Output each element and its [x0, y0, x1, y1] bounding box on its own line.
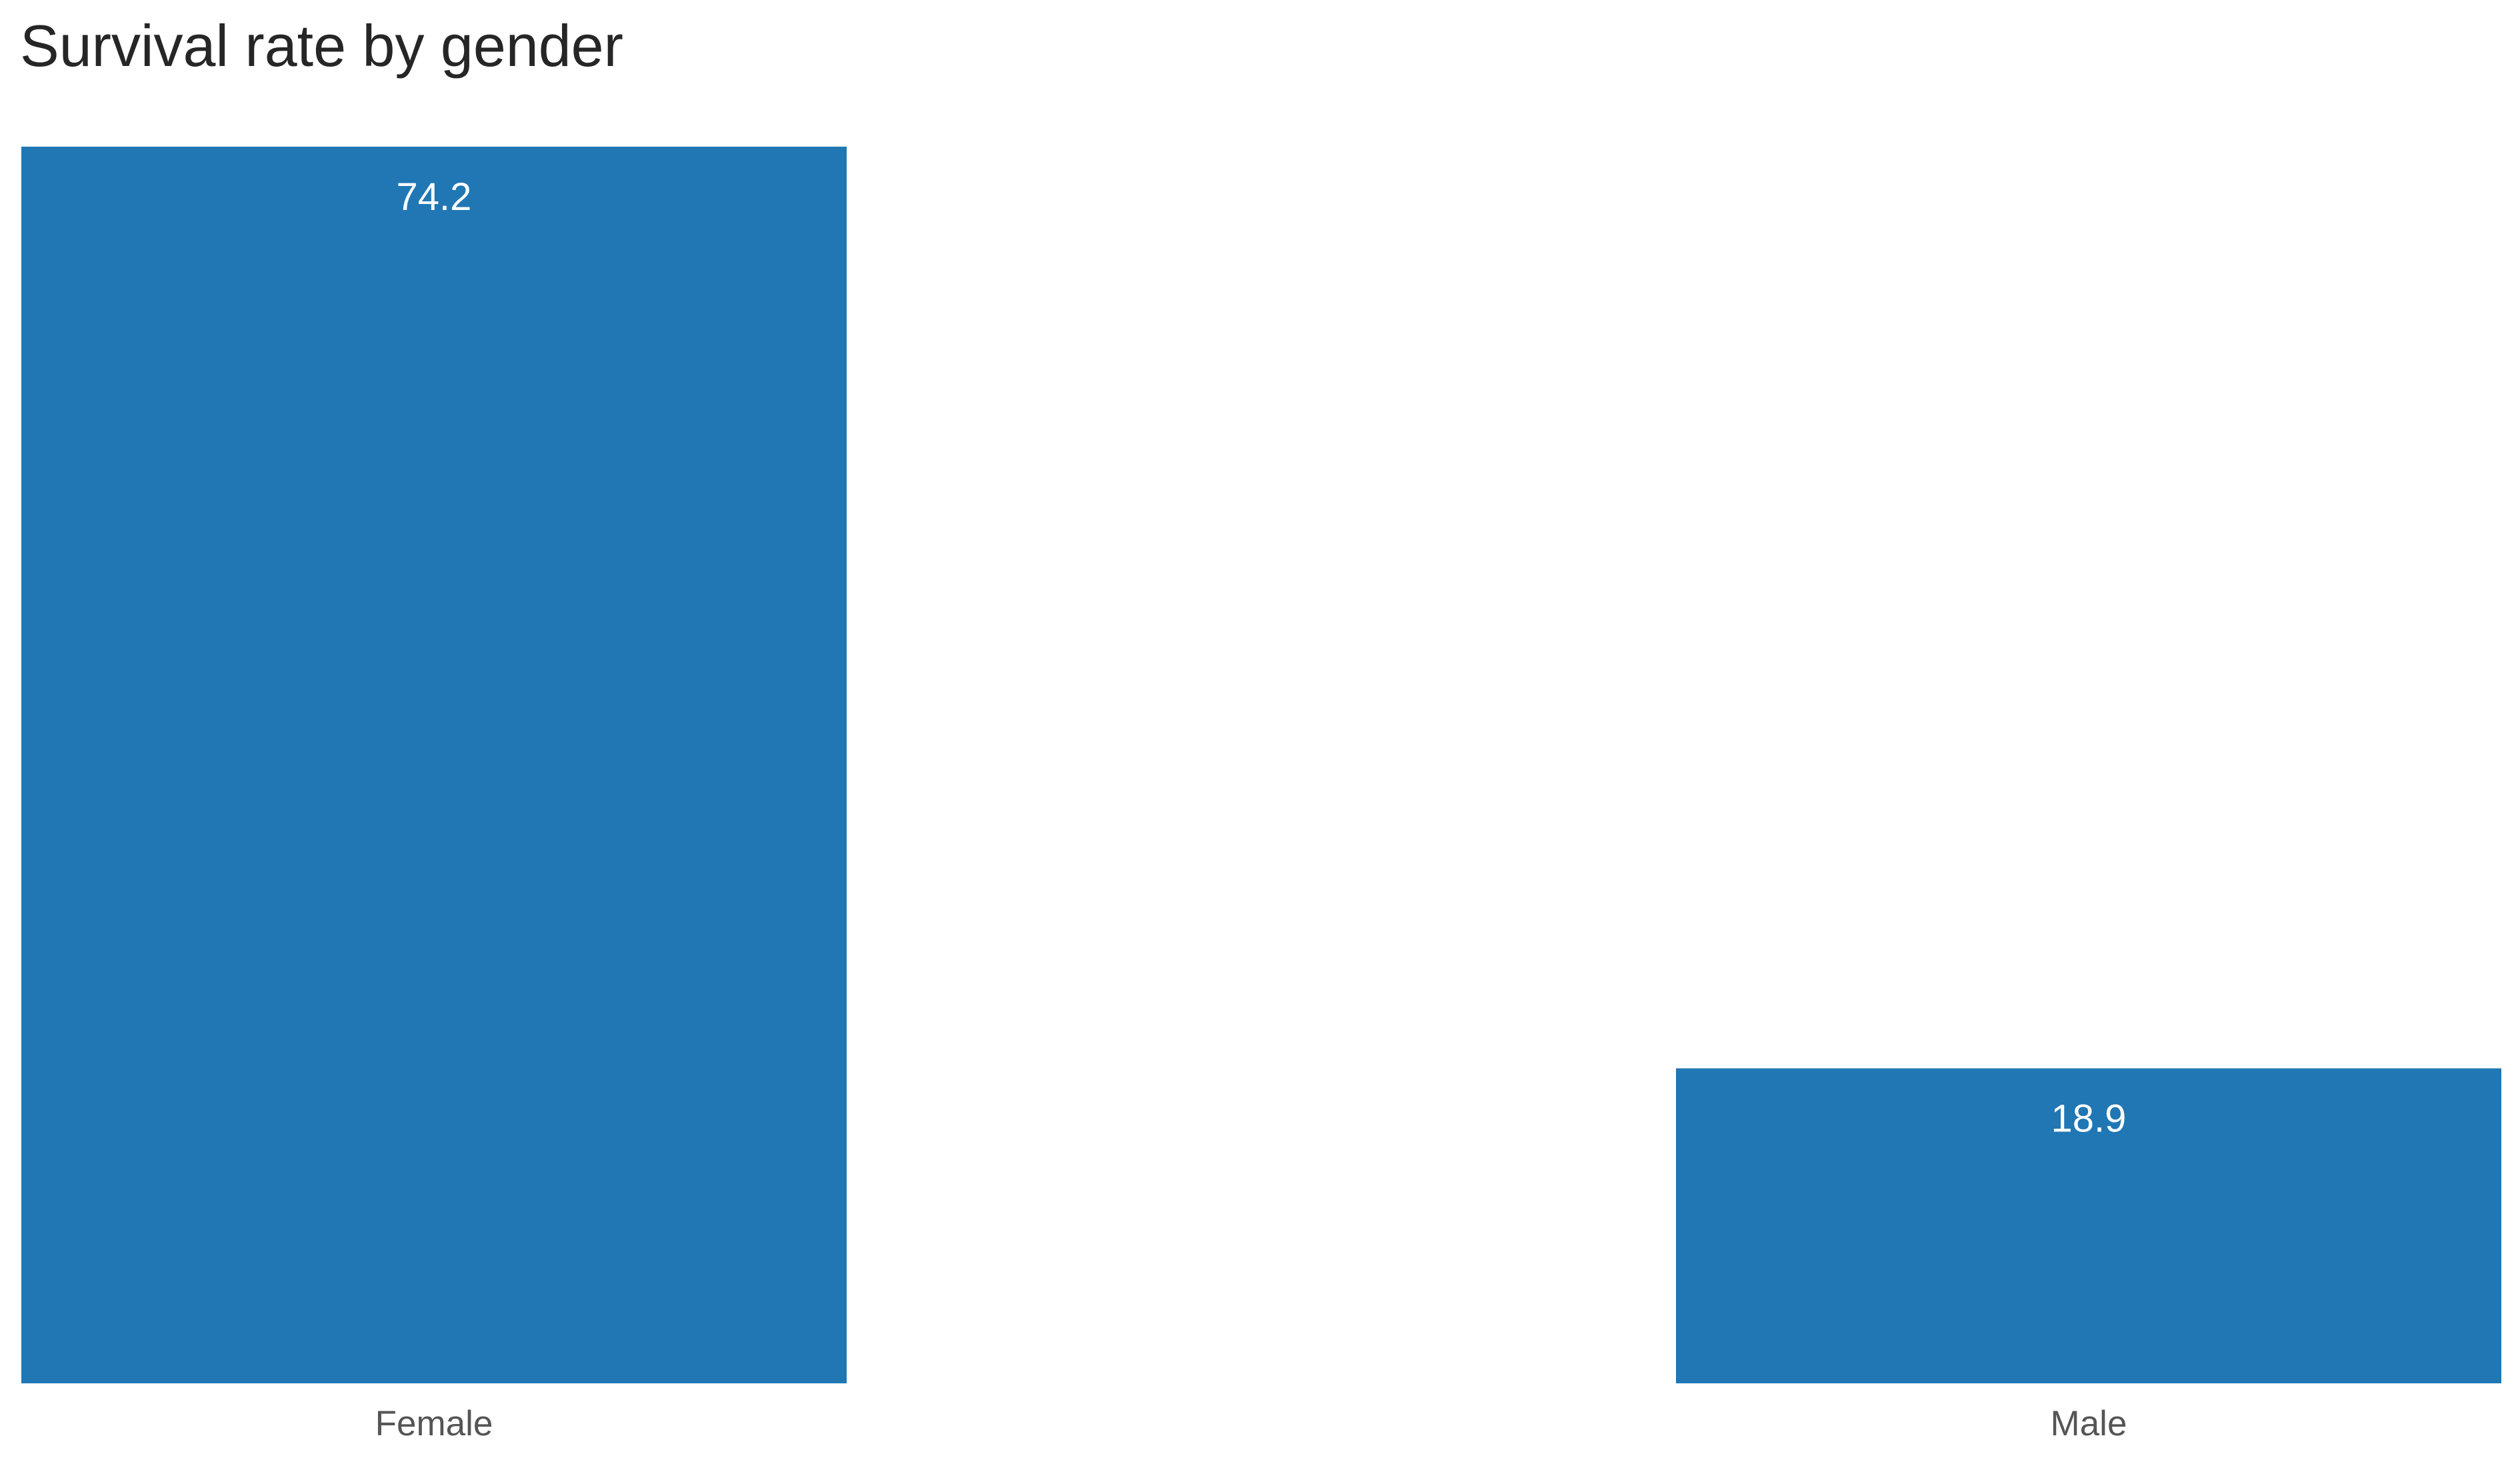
bar-male: [1676, 1068, 2501, 1383]
x-tick-label-female: Female: [375, 1404, 493, 1443]
bar-value-label-female: 74.2: [397, 175, 472, 219]
bars-layer: [21, 147, 2501, 1383]
x-axis-tick-labels: Female Male: [375, 1404, 2127, 1443]
bar-value-label-male: 18.9: [2051, 1097, 2127, 1141]
bar-female: [21, 147, 847, 1383]
chart-title: Survival rate by gender: [20, 13, 623, 79]
x-tick-label-male: Male: [2051, 1404, 2127, 1443]
bar-value-labels: 74.2 18.9: [397, 175, 2127, 1141]
